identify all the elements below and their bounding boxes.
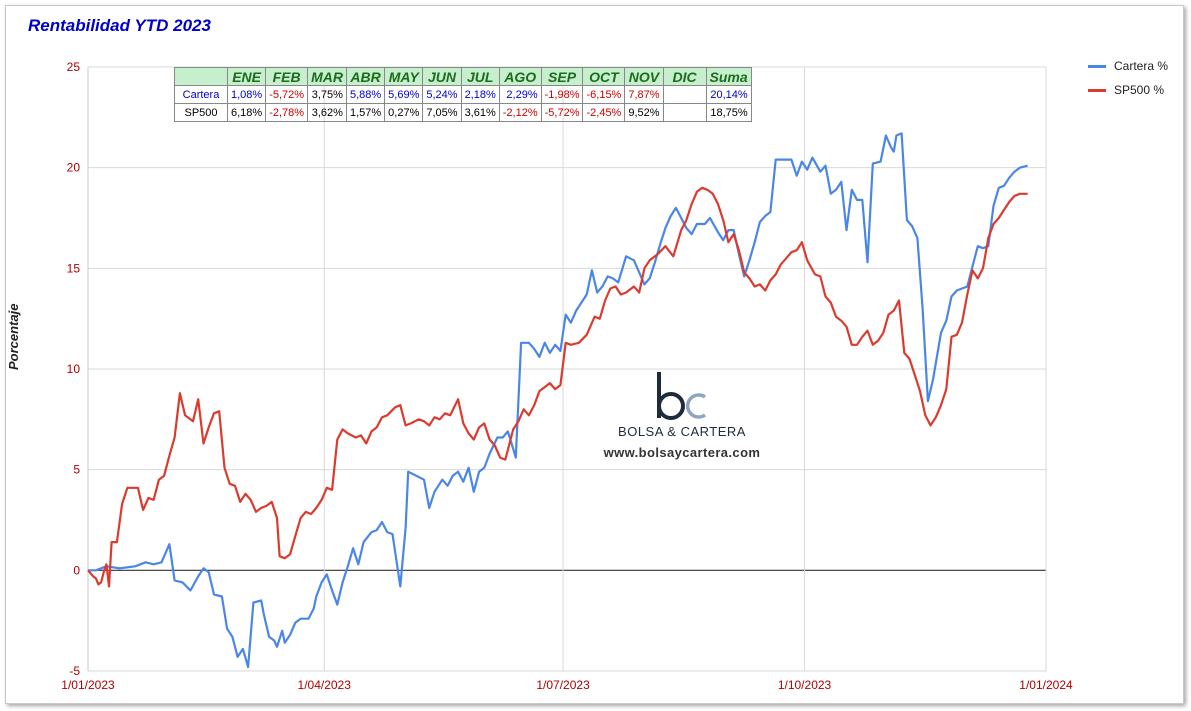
table-header-cell: JUL <box>460 67 500 86</box>
table-header-cell: FEB <box>265 67 309 86</box>
table-header-cell: ABR <box>345 67 386 86</box>
table-corner-cell <box>174 67 228 86</box>
table-row-sp500: SP500 6,18% -2,78% 3,62% 1,57% 0,27% 7,0… <box>174 103 752 122</box>
table-row-cartera: Cartera 1,08% -5,72% 3,75% 5,88% 5,69% 5… <box>174 85 752 104</box>
legend-item-sp500: SP500 % <box>1088 83 1164 97</box>
table-cell: -2,78% <box>265 103 309 122</box>
table-cell: 9,52% <box>624 103 664 122</box>
y-tick-label: -5 <box>69 664 80 678</box>
table-cell: 18,75% <box>705 103 752 122</box>
table-cell <box>662 103 707 122</box>
y-tick-label: 15 <box>67 261 81 275</box>
table-cell: 3,61% <box>460 103 500 122</box>
table-cell: 7,87% <box>624 85 664 104</box>
table-cell: 5,88% <box>345 85 386 104</box>
table-header-cell: NOV <box>624 67 664 86</box>
chart-title: Rentabilidad YTD 2023 <box>28 16 211 35</box>
table-row-label: SP500 <box>174 103 228 122</box>
series-line-cartera <box>88 132 1028 669</box>
y-tick-label: 0 <box>73 563 80 577</box>
table-cell: -1,98% <box>540 85 584 104</box>
table-cell: 0,27% <box>384 103 424 122</box>
table-cell: -6,15% <box>582 85 626 104</box>
monthly-returns-table: ENE FEB MAR ABR MAY JUN JUL AGO SEP OCT … <box>174 67 752 122</box>
table-header-cell: SEP <box>540 67 584 86</box>
table-cell: 20,14% <box>705 85 752 104</box>
bc-logo-icon <box>657 372 707 420</box>
x-tick-label: 1/01/2024 <box>1019 678 1073 692</box>
legend-swatch-sp500 <box>1088 89 1106 93</box>
x-tick-label: 1/04/2023 <box>298 678 352 692</box>
watermark-url: www.bolsaycartera.com <box>603 445 761 460</box>
table-header-cell: DIC <box>662 67 707 86</box>
x-tick-label: 1/07/2023 <box>536 678 590 692</box>
table-cell: -2,12% <box>498 103 542 122</box>
watermark-brand: BOLSA & CARTERA <box>618 424 746 439</box>
table-cell: 5,24% <box>422 85 462 104</box>
table-cell: -5,72% <box>265 85 309 104</box>
table-cell: 1,08% <box>226 85 267 104</box>
table-header-cell: Suma <box>705 67 752 86</box>
table-cell: 3,75% <box>307 85 347 104</box>
x-tick-label: 1/10/2023 <box>778 678 832 692</box>
table-cell: -2,45% <box>582 103 626 122</box>
table-cell: -5,72% <box>540 103 584 122</box>
table-header-cell: JUN <box>422 67 462 86</box>
table-cell: 6,18% <box>226 103 267 122</box>
chart-frame <box>5 5 1184 704</box>
table-header-row: ENE FEB MAR ABR MAY JUN JUL AGO SEP OCT … <box>174 67 752 86</box>
y-tick-label: 10 <box>67 362 81 376</box>
table-header-cell: ENE <box>226 67 267 86</box>
watermark: BOLSA & CARTERA www.bolsaycartera.com <box>594 370 770 460</box>
table-header-cell: AGO <box>498 67 542 86</box>
legend-item-cartera: Cartera % <box>1088 59 1168 73</box>
table-cell: 2,29% <box>498 85 542 104</box>
y-tick-label: 20 <box>67 161 81 175</box>
legend-swatch-cartera <box>1088 65 1106 69</box>
series-line-sp500 <box>87 186 1028 588</box>
legend-label: SP500 % <box>1114 83 1165 97</box>
table-cell: 3,62% <box>307 103 347 122</box>
table-cell <box>662 85 707 104</box>
legend-label: Cartera % <box>1114 59 1169 73</box>
table-cell: 1,57% <box>345 103 386 122</box>
y-tick-label: 5 <box>73 463 80 477</box>
y-tick-label: 25 <box>67 60 81 74</box>
x-tick-label: 1/01/2023 <box>61 678 115 692</box>
table-cell: 7,05% <box>422 103 462 122</box>
table-cell: 5,69% <box>384 85 424 104</box>
table-header-cell: MAR <box>307 67 347 86</box>
table-header-cell: OCT <box>582 67 626 86</box>
table-header-cell: MAY <box>384 67 424 86</box>
table-cell: 2,18% <box>460 85 500 104</box>
table-row-label: Cartera <box>174 85 228 104</box>
